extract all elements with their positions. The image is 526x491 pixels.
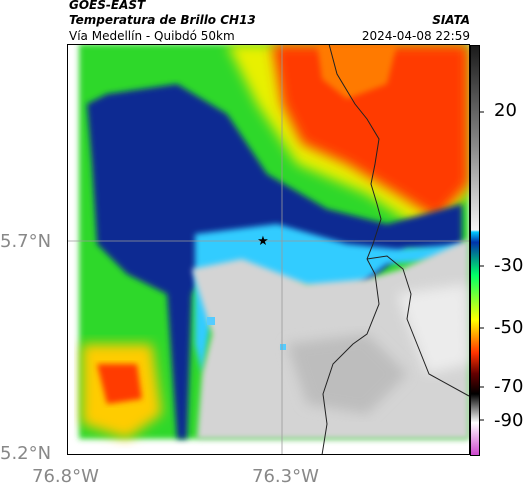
agency-label: SIATA bbox=[432, 13, 470, 27]
product-title: Temperatura de Brillo CH13 bbox=[69, 13, 256, 27]
lat-label-5-2: 5.2°N bbox=[0, 443, 52, 464]
star-icon: ★ bbox=[257, 234, 269, 249]
colorbar-tick-minus-90: -90 bbox=[494, 410, 524, 431]
colorbar-tick-20: 20 bbox=[494, 100, 517, 121]
satellite-title: GOES-EAST bbox=[69, 0, 146, 12]
colorbar bbox=[470, 45, 484, 456]
cyan-fringe bbox=[195, 224, 462, 374]
lon-label-76-3: 76.3°W bbox=[252, 466, 319, 487]
boundary-line bbox=[321, 258, 380, 455]
boundary-line bbox=[366, 255, 470, 397]
colorbar-tick-minus-30: -30 bbox=[494, 255, 524, 276]
route-subtitle: Vía Medellín - Quibdó 50km bbox=[69, 29, 235, 43]
timestamp-label: 2024-04-08 22:59 bbox=[361, 29, 470, 43]
colorbar-tick-minus-50: -50 bbox=[494, 317, 524, 338]
boundary-line bbox=[328, 44, 382, 260]
lat-label-5-7: 5.7°N bbox=[0, 231, 52, 252]
brightness-temperature-map: ★ bbox=[67, 44, 470, 455]
red-region bbox=[272, 44, 469, 219]
colorbar-tick-minus-70: -70 bbox=[494, 376, 524, 397]
lon-label-76-8: 76.8°W bbox=[32, 466, 99, 487]
